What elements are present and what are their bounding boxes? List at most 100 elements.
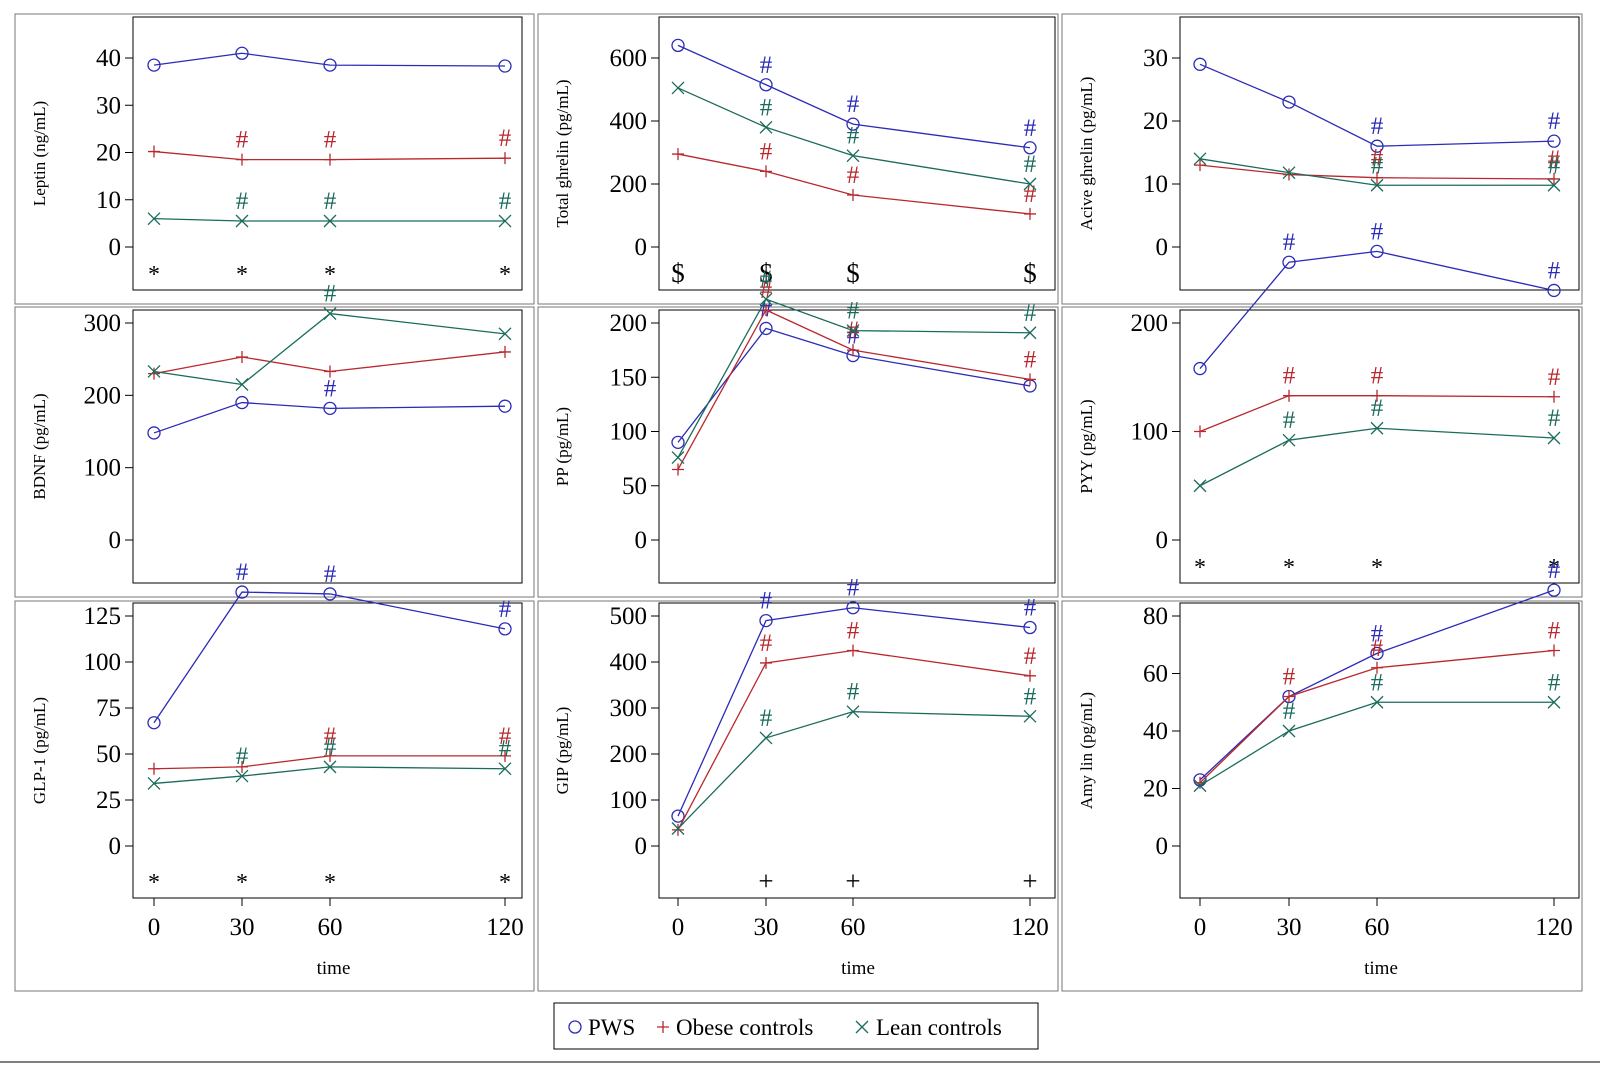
y-tick-label: 100	[84, 649, 122, 676]
data-point	[235, 585, 249, 599]
series-lean-controls: #	[147, 281, 512, 391]
y-tick-label: 20	[1143, 108, 1168, 135]
data-point	[323, 214, 337, 228]
y-tick-label: 30	[96, 92, 121, 119]
bottom-significance-mark: +	[758, 866, 773, 896]
data-point	[236, 760, 248, 773]
y-tick-label: 60	[1143, 661, 1168, 688]
y-tick-label: 200	[1131, 310, 1169, 337]
data-point	[499, 152, 511, 165]
data-point	[672, 463, 684, 476]
bottom-significance-mark: +	[1022, 866, 1037, 896]
data-point	[759, 292, 773, 306]
data-point	[236, 350, 248, 363]
data-point	[760, 165, 772, 178]
data-point	[1370, 178, 1384, 192]
y-tick-label: 500	[610, 603, 648, 630]
y-tick-label: 25	[96, 787, 121, 814]
data-point	[759, 78, 773, 92]
data-point	[235, 378, 249, 391]
data-point	[846, 149, 860, 163]
data-point	[147, 365, 161, 378]
significance-mark: #	[1548, 152, 1561, 179]
bottom-significance-mark: *	[499, 870, 511, 896]
significance-mark: #	[1283, 664, 1296, 691]
panel-pyy-pg-ml-frame	[1179, 309, 1580, 584]
series-pws: # # #	[147, 559, 512, 730]
data-point	[1547, 695, 1561, 709]
significance-mark: #	[324, 127, 337, 154]
series-lean-controls: # # #	[1193, 669, 1561, 793]
data-point	[671, 81, 685, 95]
series-line	[1199, 649, 1555, 784]
data-point	[1194, 425, 1206, 438]
panel-pp-pg-ml-frame	[658, 309, 1056, 584]
y-tick-label: 100	[84, 455, 122, 482]
significance-mark: #	[324, 281, 337, 308]
series-pws: # # #	[1193, 218, 1561, 376]
y-tick-label: 0	[635, 833, 648, 860]
data-point	[147, 426, 161, 440]
series-line	[1199, 427, 1555, 487]
data-point	[1194, 159, 1206, 172]
data-point	[846, 117, 860, 131]
data-point	[1547, 583, 1561, 597]
data-point	[1283, 389, 1295, 402]
data-point	[1193, 779, 1207, 793]
data-point	[1193, 152, 1207, 166]
series-line	[677, 711, 1031, 829]
data-point	[147, 212, 161, 226]
data-point	[147, 716, 161, 730]
bottom-significance-mark: *	[499, 262, 511, 288]
significance-mark: #	[760, 266, 773, 293]
x-tick-label: 120	[486, 914, 524, 941]
series-line	[677, 649, 1031, 831]
y-tick-label: 0	[1156, 527, 1169, 554]
y-axis-label: Amy lin (pg/mL)	[1077, 692, 1096, 809]
data-point	[1547, 178, 1561, 192]
data-point	[235, 395, 249, 410]
bottom-significance-mark: +	[845, 866, 860, 896]
y-tick-label: 200	[610, 171, 648, 198]
data-point	[671, 435, 685, 450]
series-line	[1199, 164, 1555, 180]
significance-mark: #	[760, 52, 773, 79]
significance-mark: #	[324, 561, 337, 588]
significance-mark: #	[236, 743, 249, 770]
significance-mark: #	[760, 94, 773, 121]
significance-mark: #	[499, 596, 512, 623]
significance-mark: #	[847, 575, 860, 602]
panel-total-ghrelin-pg-ml-cell	[537, 13, 1059, 305]
data-point	[1370, 421, 1384, 435]
data-point	[148, 762, 160, 775]
significance-mark: #	[1548, 257, 1561, 284]
data-point	[671, 38, 685, 53]
y-tick-label: 0	[1156, 234, 1169, 261]
y-tick-label: 10	[96, 187, 121, 214]
panel-acive-ghrelin-pg-ml-frame	[1179, 16, 1580, 291]
x-tick-label: 60	[318, 914, 343, 941]
series-pws: ##	[1193, 557, 1561, 787]
significance-mark: #	[760, 588, 773, 615]
data-point	[847, 344, 859, 357]
significance-mark: #	[847, 298, 860, 325]
data-point	[1023, 709, 1037, 723]
y-tick-label: 75	[96, 695, 121, 722]
significance-mark: #	[1371, 669, 1384, 696]
series-line	[1199, 250, 1555, 369]
series-line	[153, 591, 506, 724]
significance-mark: #	[1371, 152, 1384, 179]
panel-glp-1-pg-ml-cell	[14, 600, 535, 992]
series-obese-controls: # #	[148, 723, 512, 775]
data-point	[847, 189, 859, 202]
data-point	[323, 587, 337, 601]
series-pws: # # #	[671, 575, 1037, 823]
series-lean-controls: # # #	[147, 188, 512, 228]
data-point	[1371, 389, 1383, 402]
data-point	[1282, 255, 1296, 269]
panel-gip-pg-ml-frame	[658, 602, 1056, 899]
x-tick-label: 30	[1277, 914, 1302, 941]
significance-mark: #	[847, 91, 860, 118]
x-tick-label: 30	[754, 914, 779, 941]
